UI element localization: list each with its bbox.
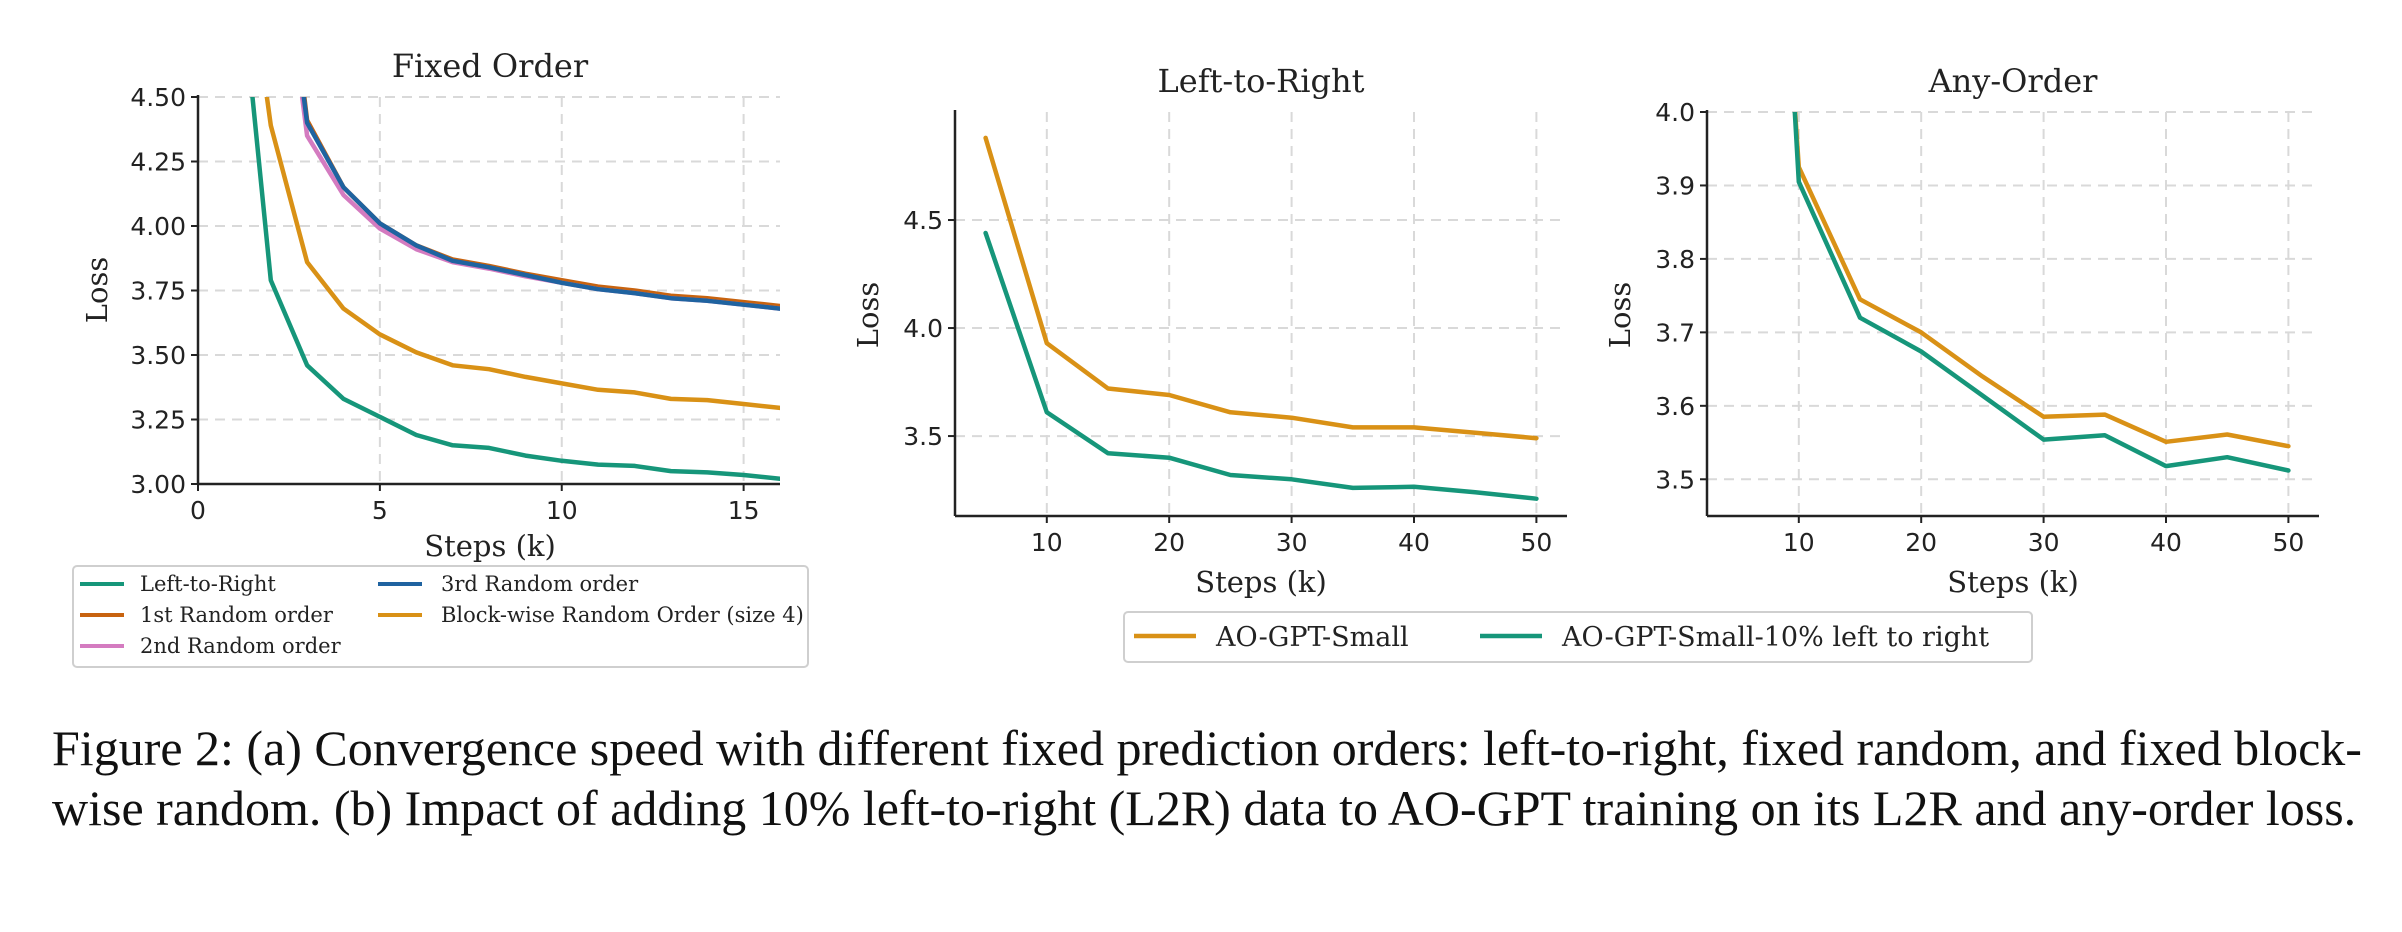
y-tick-label: 3.00 <box>130 470 186 499</box>
y-tick-label: 3.5 <box>1655 465 1695 494</box>
legend-item-left-to-right: Left-to-Right <box>80 572 276 596</box>
legend-item-ao-gpt-small-10: AO-GPT-Small-10% left to right <box>1480 622 1989 653</box>
series-line-block-wise-random-order-size-4 <box>264 97 780 411</box>
series-line-left-to-right <box>250 97 780 482</box>
y-tick-label: 4.0 <box>903 314 943 343</box>
series-line-ao-gpt-small <box>1792 112 2291 449</box>
tick-labels: 10 20 30 40 50 3.5 4.0 4.5 <box>903 206 1552 557</box>
y-tick-label: 3.9 <box>1655 171 1695 200</box>
legend-label: Left-to-Right <box>140 572 276 596</box>
grid-lines <box>197 96 780 485</box>
series-line-ao-gpt-small <box>983 135 1539 441</box>
y-tick-label: 4.0 <box>1655 98 1695 127</box>
series-lines <box>1792 112 2291 473</box>
series-line-3rd-random-order <box>301 97 780 311</box>
x-axis-label: Steps (k) <box>424 529 556 563</box>
x-tick-label: 5 <box>372 496 388 525</box>
legend-item-1st-random-order: 1st Random order <box>80 603 334 627</box>
grid-lines <box>955 112 1567 516</box>
legend-label: 1st Random order <box>140 603 334 627</box>
x-tick-label: 20 <box>1905 528 1937 557</box>
x-tick-label: 30 <box>1276 528 1308 557</box>
legend-item-ao-gpt-small: AO-GPT-Small <box>1134 622 1409 653</box>
legend-label: 3rd Random order <box>441 572 639 596</box>
x-tick-label: 50 <box>2272 528 2304 557</box>
series-lines <box>983 135 1539 501</box>
y-tick-label: 3.25 <box>130 406 186 435</box>
x-tick-label: 15 <box>728 496 760 525</box>
x-axis-label: Steps (k) <box>1195 565 1327 599</box>
y-axis-label: Loss <box>1603 282 1637 348</box>
chart-title: Fixed Order <box>392 47 589 85</box>
panel-left-to-right: 10 20 30 40 50 3.5 4.0 4.5 Left-to-Right Steps … <box>851 62 1567 599</box>
legend-item-block-wise: Block-wise Random Order (size 4) <box>378 603 804 627</box>
series-line-ao-gpt-small-10-left-to-right <box>983 230 1539 501</box>
legend-label: Block-wise Random Order (size 4) <box>441 603 804 627</box>
x-tick-label: 40 <box>2150 528 2182 557</box>
legend-item-2nd-random-order: 2nd Random order <box>80 634 342 658</box>
x-tick-label: 0 <box>190 496 206 525</box>
tick-labels: 10 20 30 40 50 3.5 3.6 3.7 3.8 3.9 4.0 <box>1655 98 2304 557</box>
x-tick-label: 10 <box>1031 528 1063 557</box>
axes <box>1700 110 2319 523</box>
panel-fixed-order: 0 5 10 15 3.00 3.25 3.50 3.75 4.00 4.25 4.50 Fixed… <box>80 47 780 563</box>
legend-fixed-order: Left-to-Right 1st Random order 2nd Rando… <box>72 565 809 668</box>
tick-labels: 0 5 10 15 3.00 3.25 3.50 3.75 4.00 4.25 4.50 <box>130 83 759 525</box>
x-tick-label: 10 <box>546 496 578 525</box>
x-tick-label: 20 <box>1153 528 1185 557</box>
legend-label: AO-GPT-Small <box>1215 622 1409 653</box>
series-lines <box>250 97 780 482</box>
y-axis-label: Loss <box>80 257 114 323</box>
figure: 0 5 10 15 3.00 3.25 3.50 3.75 4.00 4.25 4.50 Fixed… <box>72 47 2319 668</box>
legend-item-3rd-random-order: 3rd Random order <box>378 572 639 596</box>
legend-ao-gpt: AO-GPT-Small AO-GPT-Small-10% left to ri… <box>1123 611 2033 663</box>
y-tick-label: 3.50 <box>130 341 186 370</box>
legend-frame <box>72 565 809 668</box>
legend-frame <box>1123 611 2033 663</box>
legend-label: AO-GPT-Small-10% left to right <box>1561 622 1989 653</box>
chart-title: Any-Order <box>1928 62 2099 100</box>
axes <box>191 95 780 491</box>
y-tick-label: 3.5 <box>903 422 943 451</box>
x-axis-label: Steps (k) <box>1947 565 2079 599</box>
axes <box>948 110 1567 523</box>
y-tick-label: 3.75 <box>130 277 186 306</box>
y-tick-label: 3.6 <box>1655 392 1695 421</box>
series-line-ao-gpt-small-10-left-to-right <box>1792 112 2291 473</box>
y-tick-label: 4.5 <box>903 206 943 235</box>
chart-title: Left-to-Right <box>1158 62 1365 100</box>
x-tick-label: 10 <box>1783 528 1815 557</box>
y-tick-label: 3.7 <box>1655 318 1695 347</box>
series-line-1st-random-order <box>302 97 780 309</box>
y-tick-label: 4.50 <box>130 83 186 112</box>
x-tick-label: 40 <box>1398 528 1430 557</box>
figure-caption: Figure 2: (a) Convergence speed with dif… <box>52 720 2362 836</box>
legend-label: 2nd Random order <box>140 634 342 658</box>
y-tick-label: 3.8 <box>1655 245 1695 274</box>
x-tick-label: 50 <box>1520 528 1552 557</box>
y-tick-label: 4.00 <box>130 212 186 241</box>
panel-any-order: 10 20 30 40 50 3.5 3.6 3.7 3.8 3.9 4.0 Any-Order S… <box>1603 62 2319 599</box>
y-axis-label: Loss <box>851 282 885 348</box>
x-tick-label: 30 <box>2028 528 2060 557</box>
y-tick-label: 4.25 <box>130 148 186 177</box>
